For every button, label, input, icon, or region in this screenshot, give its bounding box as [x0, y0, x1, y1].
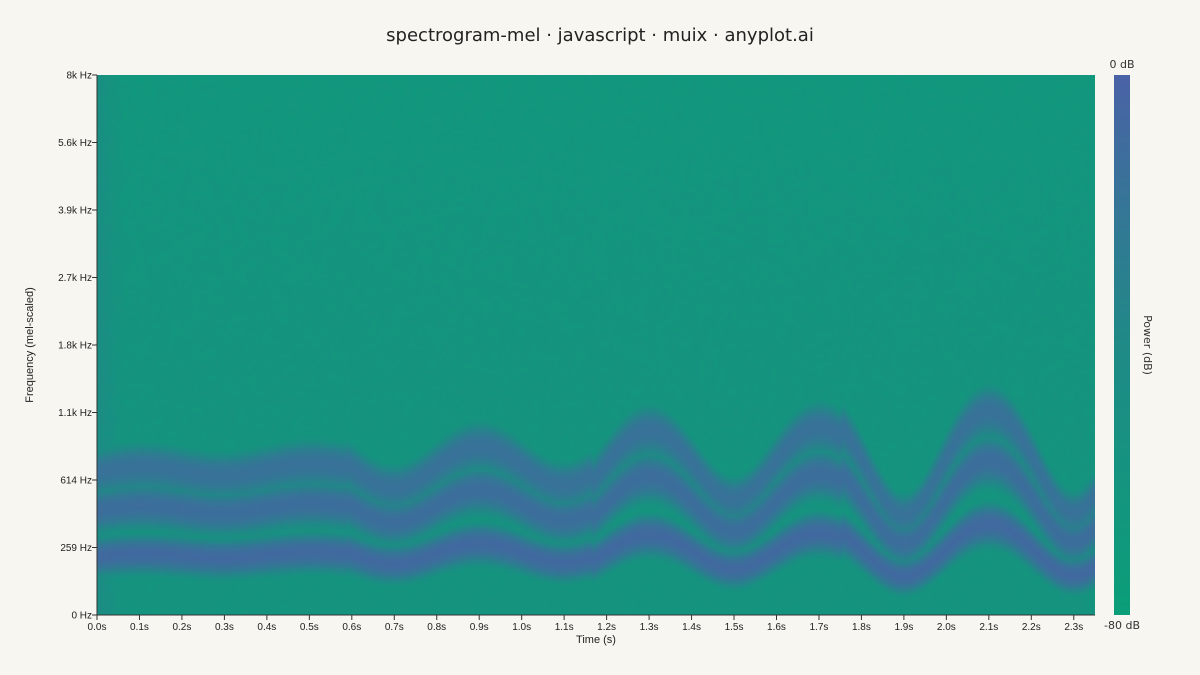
- x-tick-label: 1.3s: [640, 622, 659, 633]
- x-tick-label: 0.0s: [88, 622, 107, 633]
- x-tick-label: 0.1s: [130, 622, 149, 633]
- x-tick-label: 0.8s: [427, 622, 446, 633]
- y-axis-ticks: 0 Hz 259 Hz 614 Hz 1.1k Hz 1.8k Hz 2.7k Hz 3.9…: [58, 71, 97, 622]
- x-tick-label: 0.5s: [300, 622, 319, 633]
- y-tick-label: 1.1k Hz: [58, 408, 92, 419]
- spectrogram-image: [97, 75, 1095, 615]
- y-tick-label: 5.6k Hz: [58, 138, 92, 149]
- colorbar-min-label: -80 dB: [1104, 619, 1140, 632]
- x-tick-label: 0.7s: [385, 622, 404, 633]
- x-tick-label: 2.3s: [1064, 622, 1083, 633]
- chart-title: spectrogram-mel · javascript · muix · an…: [386, 25, 814, 46]
- y-tick-label: 0 Hz: [71, 611, 92, 622]
- x-tick-label: 0.6s: [342, 622, 361, 633]
- colorbar-title: Power (dB): [1141, 315, 1154, 375]
- y-axis-title: Frequency (mel-scaled): [24, 287, 36, 403]
- x-tick-label: 0.3s: [215, 622, 234, 633]
- x-tick-label: 1.6s: [767, 622, 786, 633]
- colorbar-max-label: 0 dB: [1109, 58, 1134, 71]
- y-tick-label: 2.7k Hz: [58, 273, 92, 284]
- colorbar: [1114, 75, 1130, 615]
- x-tick-label: 1.4s: [682, 622, 701, 633]
- x-tick-label: 1.1s: [555, 622, 574, 633]
- x-tick-label: 2.1s: [979, 622, 998, 633]
- x-axis-ticks: 0.0s 0.1s 0.2s 0.3s 0.4s 0.5s 0.6s 0.7s 0.8s 0.9s…: [88, 615, 1083, 633]
- x-tick-label: 1.9s: [894, 622, 913, 633]
- x-tick-label: 1.5s: [725, 622, 744, 633]
- x-tick-label: 1.2s: [597, 622, 616, 633]
- x-tick-label: 2.2s: [1022, 622, 1041, 633]
- x-tick-label: 1.0s: [512, 622, 531, 633]
- x-tick-label: 1.8s: [852, 622, 871, 633]
- x-axis-title: Time (s): [576, 634, 616, 646]
- y-tick-label: 8k Hz: [66, 71, 92, 82]
- x-tick-label: 1.7s: [810, 622, 829, 633]
- y-tick-label: 259 Hz: [60, 543, 92, 554]
- x-tick-label: 0.4s: [257, 622, 276, 633]
- heatmap-cells: [97, 75, 1095, 615]
- y-tick-label: 614 Hz: [60, 476, 92, 487]
- x-tick-label: 0.2s: [172, 622, 191, 633]
- x-tick-label: 2.0s: [937, 622, 956, 633]
- x-tick-label: 0.9s: [470, 622, 489, 633]
- y-tick-label: 3.9k Hz: [58, 206, 92, 217]
- y-tick-label: 1.8k Hz: [58, 341, 92, 352]
